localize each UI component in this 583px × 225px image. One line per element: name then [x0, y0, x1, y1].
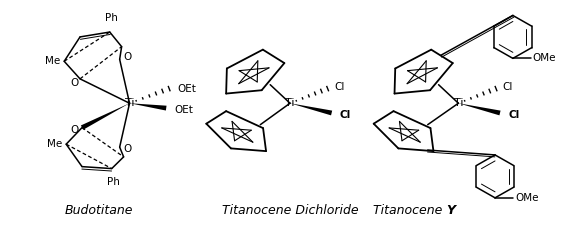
Polygon shape: [290, 103, 332, 115]
Text: Cl: Cl: [340, 110, 351, 120]
Text: Ph: Ph: [106, 13, 118, 23]
Text: Me: Me: [47, 139, 62, 149]
Text: OMe: OMe: [533, 53, 556, 63]
Text: Y: Y: [447, 204, 455, 217]
Text: OEt: OEt: [178, 84, 196, 94]
Text: Titanocene: Titanocene: [373, 204, 447, 217]
Text: Cl: Cl: [508, 110, 519, 120]
Text: Ti: Ti: [285, 98, 295, 108]
Text: Ti: Ti: [125, 98, 134, 108]
Text: Ti: Ti: [454, 98, 463, 108]
Text: Budotitane: Budotitane: [65, 204, 133, 217]
Text: Cl: Cl: [503, 82, 513, 92]
Text: OEt: OEt: [174, 105, 194, 115]
Text: O: O: [70, 78, 78, 88]
Text: Ph: Ph: [107, 177, 120, 187]
Text: Cl: Cl: [334, 82, 345, 92]
Text: O: O: [124, 144, 132, 154]
Polygon shape: [81, 103, 129, 130]
Text: Me: Me: [45, 56, 60, 66]
Polygon shape: [458, 103, 501, 115]
Text: O: O: [70, 125, 78, 135]
Text: Titanocene Dichloride: Titanocene Dichloride: [222, 204, 359, 217]
Text: OMe: OMe: [515, 193, 539, 203]
Text: O: O: [124, 52, 132, 62]
Polygon shape: [129, 103, 167, 110]
